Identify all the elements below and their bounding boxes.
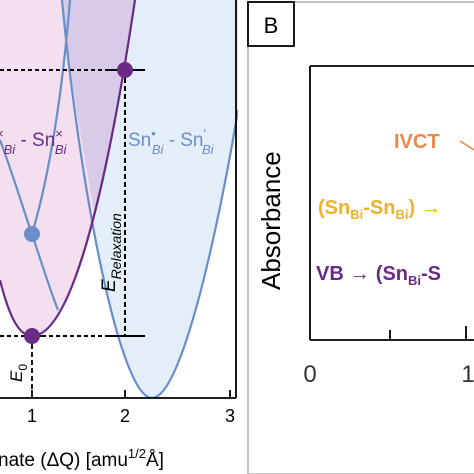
- left-curve-label: ×Bi - Sn×Bi: [0, 126, 68, 157]
- panel-a: 1 2 3 nate (ΔQ) [amu1/2Å] ×Bi - Sn×Bi Sn…: [0, 0, 238, 471]
- relaxation-label: ERelaxation: [99, 213, 124, 292]
- ivct-arrow: [459, 140, 474, 151]
- x-tick-label-1b: 1: [461, 361, 474, 388]
- crossing-point: [24, 226, 40, 242]
- x-axis-label: nate (ΔQ) [amu1/2Å]: [0, 446, 164, 471]
- vb-transition-label: VB → (SnBi-S: [316, 263, 441, 288]
- x-tick-label-2: 2: [120, 406, 130, 426]
- pair-transition-label: (SnBi-SnBi) →: [318, 197, 441, 222]
- overlap-fill: [62, 0, 135, 215]
- ivct-label: IVCT: [394, 131, 440, 153]
- top-point: [117, 62, 133, 78]
- bottom-point: [24, 328, 40, 344]
- panel-letter-box: [247, 1, 295, 47]
- right-curve-label: Sn• Bi - Sn′ Bi: [128, 126, 215, 157]
- y-axis-label: Absorbance: [256, 151, 286, 290]
- x-tick-label-3: 3: [225, 406, 235, 426]
- panel-b: B Absorbance 0 1 IVCT (SnBi-SnBi) → VB → (S…: [247, 1, 474, 474]
- x-tick-label-0: 0: [303, 361, 316, 388]
- panel-b-border: [247, 1, 474, 474]
- purple-parabola: [0, 0, 137, 338]
- panel-letter: B: [264, 13, 279, 38]
- x-tick-label-1: 1: [27, 406, 37, 426]
- e0-label: E0: [7, 364, 30, 382]
